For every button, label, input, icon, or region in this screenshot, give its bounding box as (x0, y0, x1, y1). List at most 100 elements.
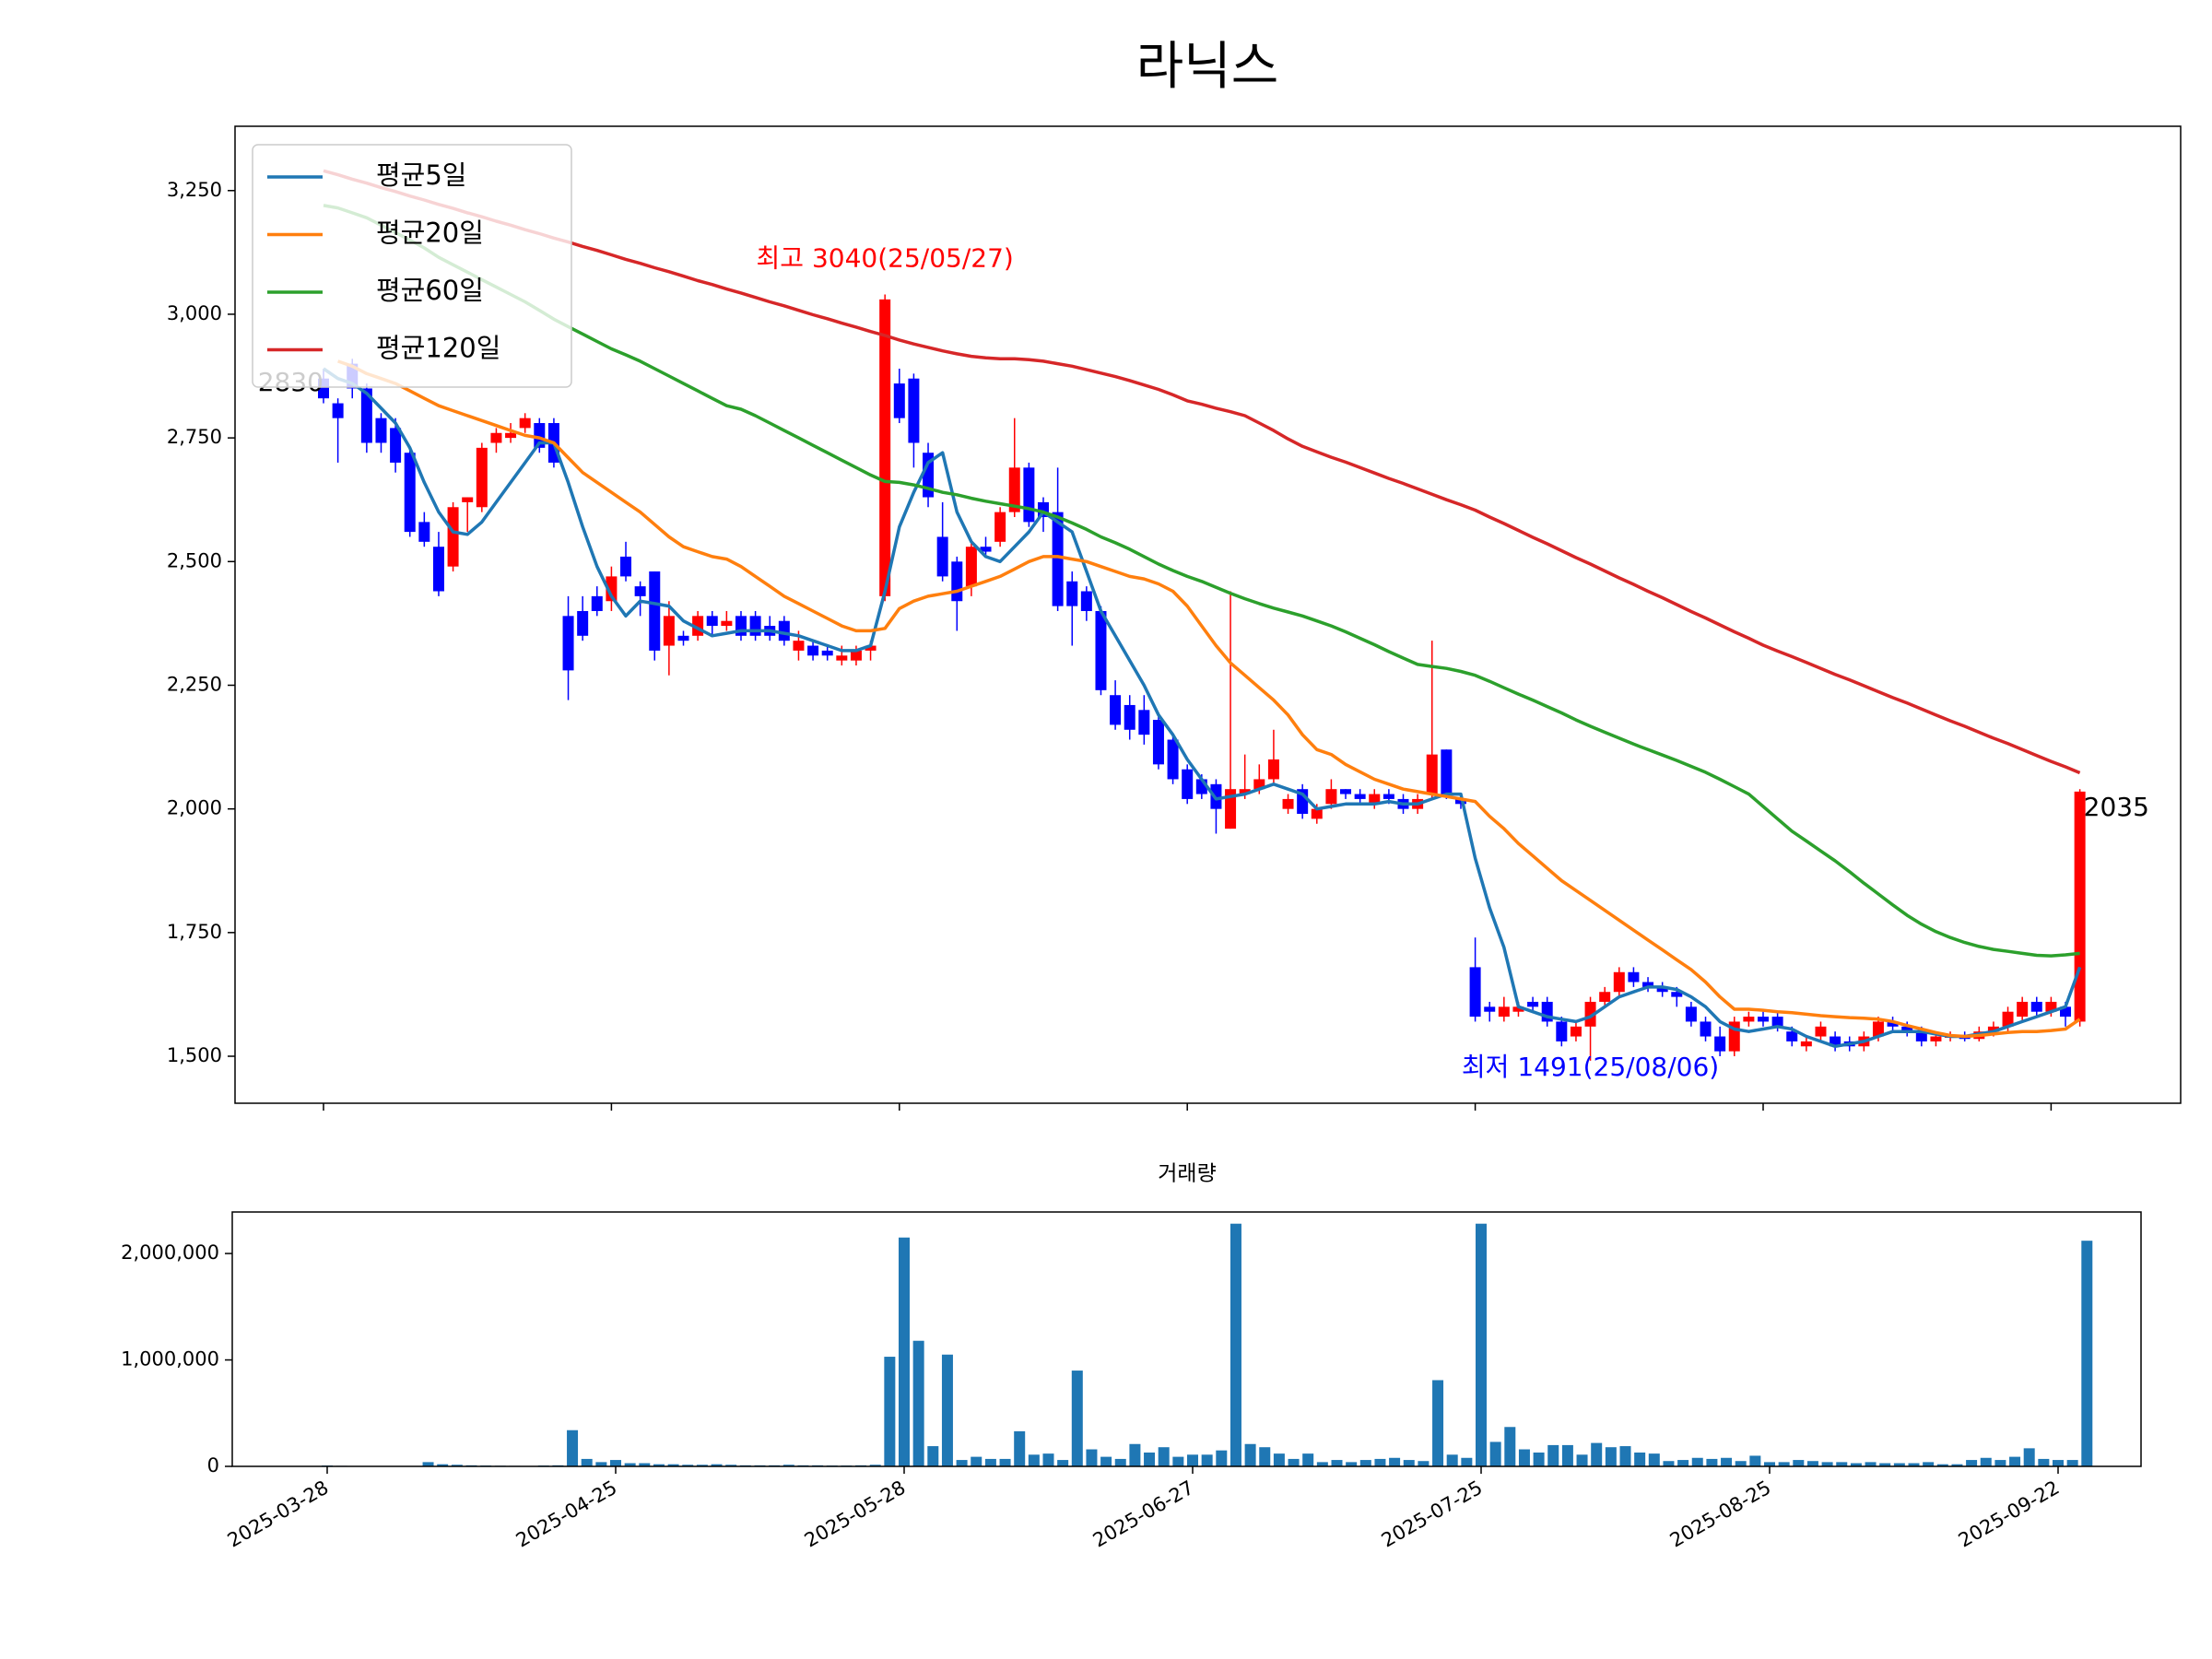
chart-title: 라닉스 (1136, 37, 1279, 97)
candle-body (2030, 1001, 2042, 1012)
candle-body (490, 432, 502, 443)
annotation: 2035 (2084, 792, 2149, 822)
axes-frame (234, 125, 2182, 1104)
volume-bar (1605, 1447, 1617, 1466)
volume-bar (711, 1464, 723, 1466)
candle-body (1369, 794, 1381, 805)
candle-body (2045, 1001, 2057, 1012)
volume-bar (782, 1465, 794, 1466)
candle-body (649, 571, 661, 651)
ma-line (323, 169, 2081, 775)
volume-bar (1331, 1460, 1343, 1466)
volume-bar (941, 1354, 953, 1466)
candle-body (404, 453, 416, 533)
candle-body (432, 547, 444, 592)
volume-bar (1547, 1444, 1559, 1466)
candle-body (1901, 1026, 1913, 1032)
volume-bar (1028, 1454, 1040, 1466)
volume-bar (1316, 1462, 1328, 1466)
volume-bar (1071, 1371, 1083, 1466)
volume-bar (1432, 1380, 1444, 1466)
volume-bar (422, 1462, 434, 1466)
volume-bar (1302, 1453, 1314, 1466)
candle-body (1714, 1036, 1726, 1052)
volume-bar (667, 1464, 679, 1466)
candle-body (634, 586, 646, 596)
volume-bar (1489, 1441, 1501, 1466)
axes-frame (231, 1211, 2142, 1467)
volume-bar (971, 1456, 982, 1466)
candle-body (1786, 1031, 1798, 1041)
candle-body (1872, 1021, 1884, 1037)
candle-body (1066, 581, 1078, 606)
volume-bar (984, 1458, 996, 1466)
volume-bar (1619, 1446, 1631, 1466)
volume-bar (999, 1458, 1011, 1466)
candle-body (505, 432, 517, 439)
candle-body (850, 650, 862, 661)
candle-body (375, 418, 387, 443)
candle-body (1830, 1036, 1841, 1047)
candle-body (706, 616, 718, 627)
ma-line (337, 359, 2081, 1039)
candle-body (1239, 789, 1251, 794)
candle-body (1584, 1001, 1596, 1027)
candle-body (1008, 467, 1020, 512)
candle-body (418, 522, 430, 542)
candle-body (1930, 1036, 1942, 1041)
legend-label: 평균20일 (376, 218, 484, 249)
volume-bar (595, 1462, 607, 1466)
candle-body (1527, 1001, 1539, 1007)
y-tick-label: 3,250 (167, 179, 222, 201)
volume-bar (1057, 1460, 1069, 1466)
candle-body (620, 556, 632, 577)
volume-bar (1576, 1454, 1588, 1466)
candle-body (1441, 749, 1453, 794)
volume-bar (1936, 1464, 1948, 1466)
volume-bar (1893, 1463, 1905, 1466)
volume-bar (1244, 1443, 1256, 1466)
candle-body (1023, 467, 1035, 523)
volume-bar (1230, 1223, 1241, 1466)
volume-bar (1086, 1449, 1098, 1466)
candle-body (1887, 1021, 1899, 1027)
candle-body (1167, 739, 1179, 780)
volume-bar (1691, 1457, 1703, 1466)
volume-bar (884, 1357, 896, 1466)
volume-bar (1374, 1458, 1386, 1466)
candle-body (390, 428, 402, 463)
volume-bar (1114, 1458, 1126, 1466)
volume-bar (1288, 1458, 1300, 1466)
candle-body (1642, 982, 1654, 987)
volume-bar (1418, 1461, 1430, 1466)
candle-body (462, 497, 474, 502)
candle-body (908, 378, 920, 443)
volume-bar (1850, 1463, 1862, 1466)
candle-body (1340, 789, 1352, 794)
y-tick-label: 2,000 (167, 797, 222, 819)
candle-body (994, 512, 1006, 542)
candle-body (447, 507, 459, 567)
candle-body (1484, 1006, 1496, 1012)
candle-body (2017, 1001, 2029, 1018)
candle-body (1771, 1017, 1783, 1027)
volume-bar (2066, 1460, 2078, 1466)
candle-body (677, 635, 689, 641)
volume-bar (1259, 1447, 1271, 1466)
legend-box (252, 144, 572, 388)
volume-bar (1273, 1453, 1285, 1466)
volume-bar (1172, 1456, 1184, 1466)
volume-bar (1865, 1462, 1877, 1466)
candle-body (1700, 1021, 1712, 1037)
legend-label: 평균5일 (376, 159, 467, 191)
volume-bar (869, 1465, 881, 1466)
volume-bar (1821, 1462, 1833, 1466)
volume-bar (1359, 1460, 1371, 1466)
volume-bar (1446, 1454, 1458, 1466)
candle-body (1512, 1006, 1524, 1012)
volume-bar (2038, 1458, 2050, 1466)
volume-bar (899, 1237, 910, 1466)
candle-body (1267, 759, 1279, 780)
